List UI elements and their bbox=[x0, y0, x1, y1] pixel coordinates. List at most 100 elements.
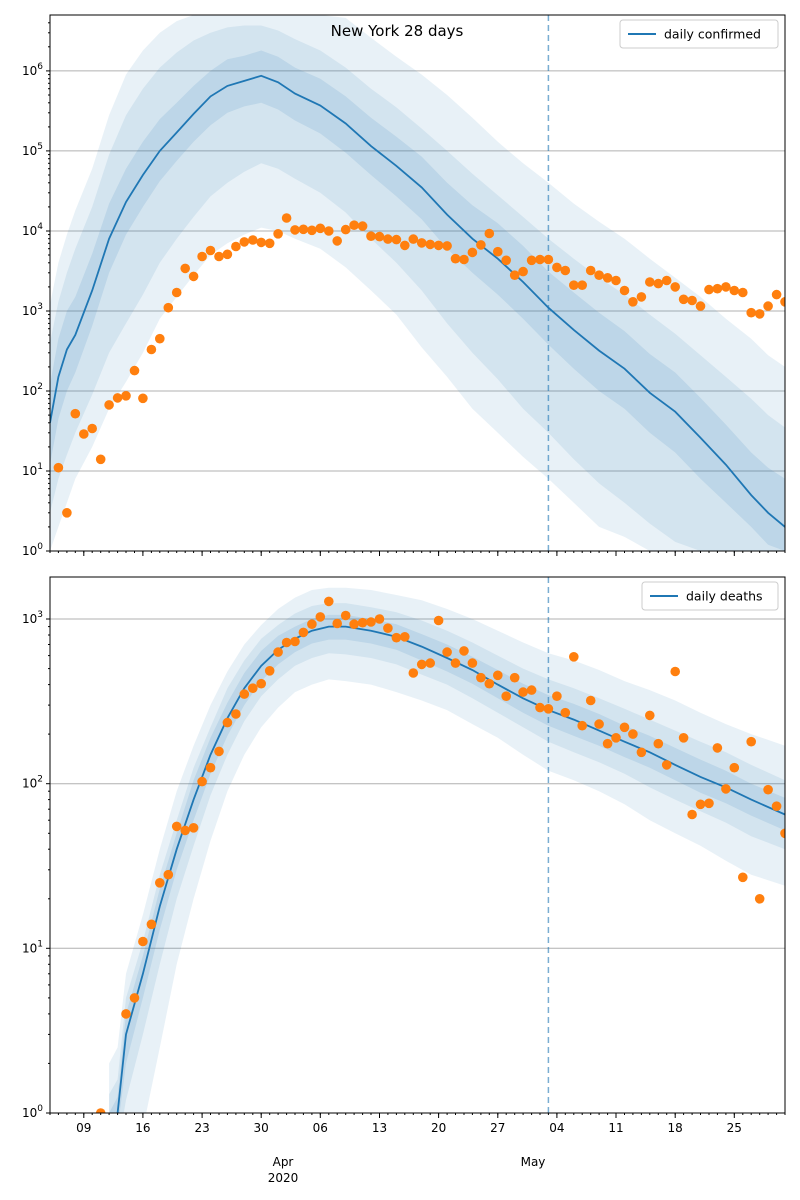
observed-points bbox=[53, 213, 785, 518]
x-tick-label: 16 bbox=[135, 1121, 150, 1135]
observed-point bbox=[214, 251, 224, 262]
observed-point bbox=[264, 238, 275, 249]
observed-point bbox=[518, 266, 528, 277]
observed-point bbox=[594, 719, 604, 729]
observed-point bbox=[332, 236, 343, 246]
observed-point bbox=[687, 295, 697, 306]
x-tick-label: 13 bbox=[372, 1121, 387, 1135]
observed-point bbox=[222, 249, 233, 260]
observed-point bbox=[298, 224, 309, 235]
axes-frame bbox=[49, 576, 786, 1114]
x-tick-label: 27 bbox=[490, 1121, 505, 1135]
observed-point bbox=[712, 743, 723, 753]
observed-point bbox=[602, 738, 613, 749]
observed-point bbox=[442, 647, 452, 657]
observed-point bbox=[678, 294, 689, 305]
x-axis: 09 16 23 30 06 13 20 27 04 11 18 25 bbox=[49, 1113, 786, 1135]
y-tick-label: 103 bbox=[22, 302, 43, 318]
legend-box bbox=[641, 581, 779, 611]
observed-point bbox=[231, 709, 241, 719]
observed-point bbox=[535, 254, 545, 265]
observed-point bbox=[400, 240, 410, 251]
observed-point bbox=[298, 627, 309, 638]
observed-point bbox=[543, 704, 554, 714]
y-tick-label: 106 bbox=[22, 62, 43, 78]
observed-point bbox=[256, 678, 267, 689]
observed-point bbox=[374, 231, 385, 242]
observed-points bbox=[95, 596, 785, 1113]
observed-point bbox=[197, 251, 207, 262]
observed-point bbox=[188, 823, 199, 833]
observed-point bbox=[712, 283, 723, 294]
observed-point bbox=[467, 247, 478, 258]
observed-point bbox=[577, 720, 587, 731]
observed-point bbox=[746, 736, 756, 747]
observed-point bbox=[307, 225, 317, 236]
observed-point bbox=[70, 408, 81, 419]
observed-point bbox=[146, 344, 157, 355]
observed-point bbox=[197, 776, 207, 787]
observed-point bbox=[416, 238, 427, 248]
legend-box bbox=[619, 19, 779, 49]
observed-point bbox=[636, 292, 647, 302]
observed-point bbox=[264, 666, 275, 676]
observed-point bbox=[188, 271, 199, 282]
y-tick-label: 103 bbox=[22, 610, 43, 626]
x-tick-label: 18 bbox=[668, 1121, 683, 1135]
x-tick-label: 25 bbox=[727, 1121, 742, 1135]
observed-point bbox=[467, 658, 478, 668]
observed-point bbox=[349, 220, 359, 230]
observed-point bbox=[738, 287, 748, 298]
observed-point bbox=[273, 229, 283, 239]
legend: daily confirmed bbox=[619, 19, 779, 49]
observed-point bbox=[180, 825, 190, 836]
observed-point bbox=[425, 239, 436, 250]
observed-point bbox=[357, 617, 368, 628]
observed-point bbox=[493, 246, 503, 257]
y-tick-label: 102 bbox=[22, 775, 43, 791]
y-tick-label: 101 bbox=[22, 462, 43, 478]
observed-point bbox=[340, 224, 351, 235]
observed-point bbox=[695, 799, 706, 810]
y-tick-label: 104 bbox=[22, 222, 43, 238]
observed-point bbox=[509, 672, 520, 683]
observed-point bbox=[391, 632, 402, 643]
observed-point bbox=[611, 733, 621, 743]
legend-label: daily confirmed bbox=[664, 27, 761, 42]
confirmed-panel: 100 101 102 103 104 105 106 daily confirmed bbox=[22, 14, 786, 558]
observed-point bbox=[248, 683, 258, 693]
y-tick-label: 100 bbox=[22, 542, 43, 558]
band-middle bbox=[50, 25, 785, 551]
observed-point bbox=[425, 658, 436, 668]
observed-point bbox=[400, 632, 410, 642]
observed-point bbox=[155, 333, 165, 344]
x-axis bbox=[49, 551, 786, 556]
observed-point bbox=[383, 623, 393, 633]
observed-point bbox=[163, 302, 174, 313]
observed-point bbox=[290, 636, 300, 647]
observed-point bbox=[763, 301, 773, 311]
observed-point bbox=[577, 280, 587, 291]
observed-point bbox=[585, 695, 596, 706]
observed-point bbox=[366, 231, 376, 241]
observed-point bbox=[315, 223, 326, 234]
observed-point bbox=[357, 221, 368, 231]
observed-point bbox=[205, 762, 216, 773]
observed-point bbox=[552, 262, 562, 273]
observed-point bbox=[290, 225, 300, 235]
observed-point bbox=[129, 365, 140, 376]
observed-point bbox=[721, 784, 731, 794]
x-year-label: 2020 bbox=[268, 1171, 299, 1185]
observed-point bbox=[459, 254, 469, 265]
band-outer bbox=[109, 587, 785, 1113]
observed-point bbox=[552, 691, 562, 701]
band-middle bbox=[109, 603, 785, 1113]
observed-point bbox=[704, 798, 714, 809]
x-tick-label: 06 bbox=[313, 1121, 328, 1135]
observed-point bbox=[738, 872, 748, 883]
observed-point bbox=[645, 277, 655, 287]
observed-point bbox=[95, 1108, 106, 1113]
observed-point bbox=[704, 284, 714, 295]
band-outer bbox=[50, 15, 785, 551]
observed-point bbox=[391, 234, 402, 245]
